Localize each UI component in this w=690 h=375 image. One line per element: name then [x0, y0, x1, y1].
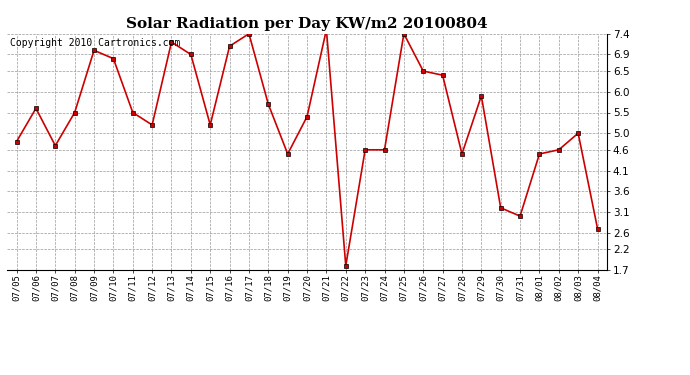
Text: Copyright 2010 Cartronics.com: Copyright 2010 Cartronics.com [10, 39, 180, 48]
Title: Solar Radiation per Day KW/m2 20100804: Solar Radiation per Day KW/m2 20100804 [126, 17, 488, 31]
